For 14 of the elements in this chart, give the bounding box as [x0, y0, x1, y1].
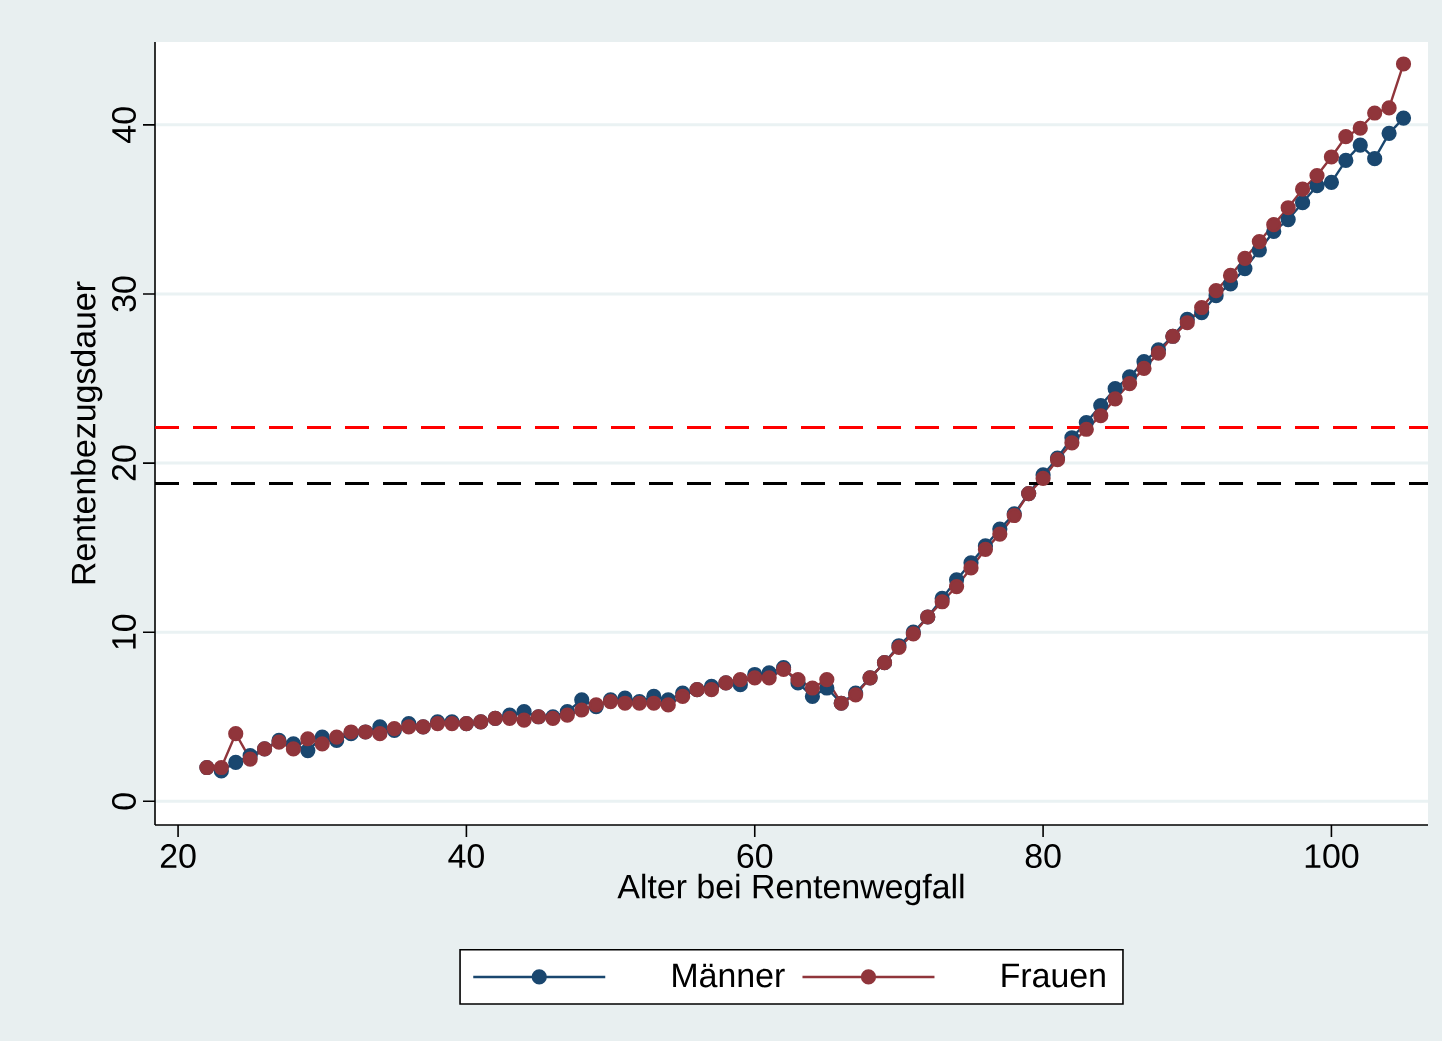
x-tick-label: 40	[448, 844, 484, 869]
y-tick-label: 10	[111, 614, 136, 649]
x-axis-title: Alter bei Rentenwegfall	[617, 873, 964, 906]
x-tick-label: 80	[1025, 844, 1061, 869]
y-tick-label: 40	[111, 107, 136, 143]
y-tick-label: 0	[111, 793, 136, 810]
y-tick-label: 30	[111, 276, 136, 312]
legend-label: Männer	[673, 963, 785, 988]
x-tick-label: 60	[737, 844, 773, 869]
legend-label: Frauen	[1002, 963, 1105, 988]
x-tick-label: 20	[160, 844, 196, 869]
x-tick-label: 100	[1305, 844, 1359, 869]
y-tick-label: 20	[111, 445, 136, 481]
y-axis-title: Rentenbezugsdauer	[70, 281, 103, 584]
